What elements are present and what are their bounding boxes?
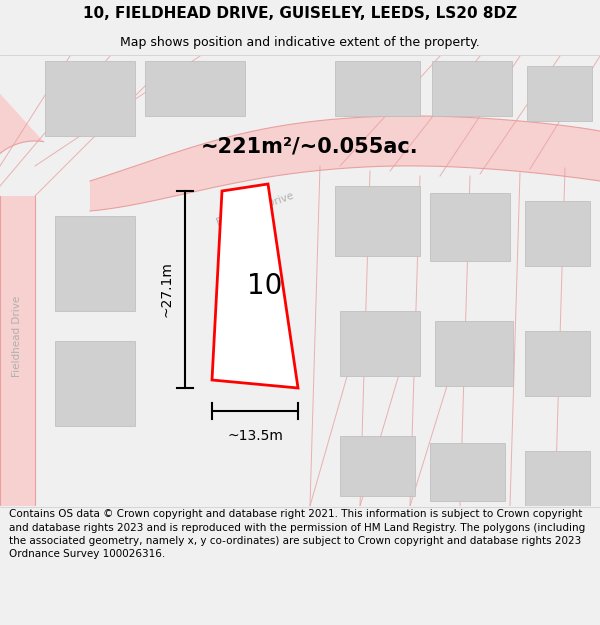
Bar [527,66,592,121]
Bar [430,443,505,501]
Polygon shape [0,86,44,196]
Bar [340,436,415,496]
Bar [55,216,135,311]
Text: ~13.5m: ~13.5m [227,429,283,443]
Bar [335,186,420,256]
Bar [525,331,590,396]
Text: 10: 10 [247,272,283,300]
Bar [340,311,420,376]
Bar [435,321,513,386]
Text: Fieldhead Drive: Fieldhead Drive [215,191,295,228]
Bar [525,451,590,506]
Bar [45,61,135,136]
Bar [430,193,510,261]
Text: ~221m²/~0.055ac.: ~221m²/~0.055ac. [201,136,419,156]
Text: Map shows position and indicative extent of the property.: Map shows position and indicative extent… [120,36,480,49]
Text: Contains OS data © Crown copyright and database right 2021. This information is : Contains OS data © Crown copyright and d… [9,509,585,559]
Text: 10, FIELDHEAD DRIVE, GUISELEY, LEEDS, LS20 8DZ: 10, FIELDHEAD DRIVE, GUISELEY, LEEDS, LS… [83,6,517,21]
Text: ~27.1m: ~27.1m [159,261,173,318]
Bar [145,61,245,116]
Bar [432,61,512,116]
Bar [55,341,135,426]
Polygon shape [90,116,600,211]
Bar [335,61,420,116]
Polygon shape [212,184,298,388]
Polygon shape [0,196,35,506]
Bar [525,201,590,266]
Text: Fieldhead Drive: Fieldhead Drive [12,296,22,377]
